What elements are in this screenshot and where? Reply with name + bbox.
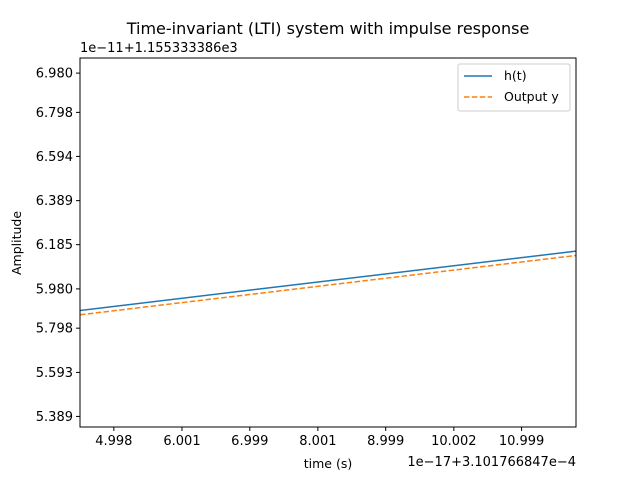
plot-frame (79, 57, 577, 428)
legend: h(t) Output y (457, 63, 571, 112)
x-tick-label: 8.001 (299, 434, 336, 449)
y-tick-label: 6.185 (36, 238, 73, 253)
y-tick-label: 5.980 (36, 282, 73, 297)
plot-area: 5.389 5.593 5.798 5.980 6.185 6.389 6.594 6.798… (36, 57, 577, 449)
x-tick-label: 6.001 (163, 434, 200, 449)
series-line-output (80, 254, 576, 316)
y-tick-label: 6.798 (36, 106, 73, 121)
x-offset-label: 1e−17+3.101766847e−4 (407, 455, 576, 470)
y-tick-label: 6.594 (36, 150, 73, 165)
y-tick-label: 5.389 (36, 410, 73, 425)
y-tick-label: 6.980 (36, 67, 73, 82)
x-tick-label: 8.999 (367, 434, 404, 449)
x-tick-label: 4.998 (95, 434, 132, 449)
x-tick-label: 10.002 (431, 434, 477, 449)
legend-label-h: h(t) (504, 68, 527, 83)
y-tick-label: 5.593 (36, 366, 73, 381)
x-axis-label: time (s) (304, 456, 352, 471)
y-tick-label: 5.798 (36, 322, 73, 337)
y-tick-label: 6.389 (36, 194, 73, 209)
series-line-h (80, 250, 576, 312)
x-tick-label: 6.999 (231, 434, 268, 449)
x-tick-label: 10.999 (499, 434, 545, 449)
y-offset-label: 1e−11+1.155333386e3 (80, 41, 238, 56)
y-axis-label: Amplitude (9, 211, 24, 275)
legend-label-output: Output y (504, 89, 559, 104)
chart-title: Time-invariant (LTI) system with impulse… (126, 19, 530, 38)
